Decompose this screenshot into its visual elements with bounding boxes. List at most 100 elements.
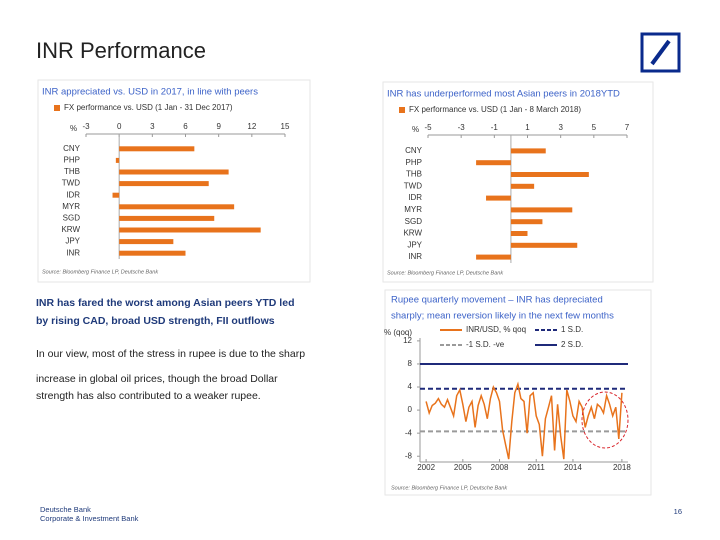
x-tick-label: 7 (625, 123, 630, 132)
x-tick-label: 3 (150, 122, 155, 131)
x-tick-label: 2018 (613, 463, 631, 472)
bar (119, 146, 195, 152)
paragraph: increase in global oil prices, though th… (36, 373, 278, 385)
category-label: TWD (404, 181, 422, 190)
bar (119, 204, 235, 210)
bar (476, 254, 511, 260)
source: Source: Bloomberg Finance LP, Deutsche B… (391, 485, 507, 491)
legend-swatch (399, 107, 405, 113)
panel (382, 81, 654, 283)
legend-label: FX performance vs. USD (1 Jan - 31 Dec 2… (64, 103, 233, 112)
legend-label: INR/USD, % qoq (466, 325, 526, 334)
category-label: INR (66, 248, 80, 257)
bar (476, 160, 511, 166)
logo (640, 32, 681, 73)
axis-unit: % (70, 124, 77, 133)
x-tick-label: 2014 (564, 463, 582, 472)
headline: by rising CAD, broad USD strength, FII o… (36, 315, 275, 327)
bar (119, 215, 215, 221)
category-label: KRW (61, 225, 80, 234)
footer-division: Corporate & Investment Bank (40, 514, 139, 523)
bar (119, 169, 229, 175)
category-label: SGD (405, 217, 423, 226)
bar (510, 148, 546, 154)
category-label: PHP (406, 158, 422, 167)
category-label: TWD (62, 179, 80, 188)
bar (510, 219, 543, 225)
headline: INR has fared the worst among Asian peer… (36, 297, 294, 309)
source: Source: Bloomberg Finance LP, Deutsche B… (42, 269, 158, 275)
x-tick-label: 0 (117, 122, 122, 131)
axis-unit: % (412, 125, 419, 134)
panel (384, 289, 652, 496)
paragraph: strength has also contributed to a weake… (36, 390, 261, 402)
bar (510, 231, 528, 236)
chart-title: INR has underperformed most Asian peers … (387, 89, 620, 100)
bar (510, 207, 573, 213)
category-label: THB (64, 167, 80, 176)
y-tick-label: -4 (405, 428, 413, 437)
bar (119, 227, 261, 233)
chart-title: sharply; mean reversion likely in the ne… (391, 311, 614, 322)
x-tick-label: -5 (424, 123, 432, 132)
bar (510, 242, 578, 248)
y-tick-label: 4 (408, 382, 413, 391)
x-tick-label: 3 (558, 123, 563, 132)
category-label: SGD (63, 214, 81, 223)
source: Source: Bloomberg Finance LP, Deutsche B… (387, 270, 503, 276)
highlight-circle (581, 391, 629, 449)
legend-label: FX performance vs. USD (1 Jan - 8 March … (409, 105, 581, 114)
slide-title: INR Performance (36, 38, 206, 63)
category-label: MYR (62, 202, 80, 211)
category-label: INR (408, 252, 422, 261)
category-label: KRW (403, 229, 422, 238)
category-label: JPY (407, 240, 422, 249)
category-label: THB (406, 170, 422, 179)
bar (486, 195, 511, 201)
x-tick-label: -3 (458, 123, 466, 132)
data-line (425, 381, 623, 460)
y-tick-label: 0 (408, 405, 413, 414)
x-tick-label: 2005 (454, 463, 472, 472)
category-label: IDR (66, 190, 80, 199)
legend-label: 1 S.D. (561, 325, 583, 334)
x-tick-label: -3 (82, 122, 90, 131)
chart-title: INR appreciated vs. USD in 2017, in line… (42, 87, 258, 98)
x-tick-label: 9 (216, 122, 221, 131)
x-tick-label: 15 (281, 122, 290, 131)
y-tick-label: 12 (403, 336, 412, 345)
chart-title: Rupee quarterly movement – INR has depre… (391, 295, 603, 306)
x-tick-label: 1 (525, 123, 530, 132)
y-tick-label: 8 (408, 359, 413, 368)
x-tick-label: 2008 (491, 463, 509, 472)
bar (115, 157, 120, 163)
category-label: CNY (405, 146, 423, 155)
paragraph: In our view, most of the stress in rupee… (36, 348, 305, 360)
legend-swatch (54, 105, 60, 111)
bar (510, 172, 589, 177)
bar (119, 181, 209, 187)
bar (112, 192, 120, 198)
x-tick-label: 2002 (417, 463, 435, 472)
x-tick-label: 12 (247, 122, 256, 131)
page-number: 16 (674, 507, 682, 516)
panel (37, 79, 311, 283)
x-tick-label: -1 (491, 123, 499, 132)
category-label: PHP (64, 156, 80, 165)
category-label: MYR (404, 205, 422, 214)
legend-label: 2 S.D. (561, 340, 583, 349)
category-label: JPY (65, 237, 80, 246)
footer-company: Deutsche Bank (40, 505, 91, 514)
y-tick-label: -8 (405, 451, 413, 460)
bar (119, 239, 174, 245)
x-tick-label: 5 (592, 123, 597, 132)
legend-label: -1 S.D. -ve (466, 340, 505, 349)
bar (510, 183, 535, 189)
x-tick-label: 6 (183, 122, 188, 131)
axis-unit: % (qoq) (384, 328, 412, 337)
bar (119, 250, 186, 256)
category-label: IDR (408, 193, 422, 202)
x-tick-label: 2011 (528, 463, 546, 472)
category-label: CNY (63, 144, 81, 153)
